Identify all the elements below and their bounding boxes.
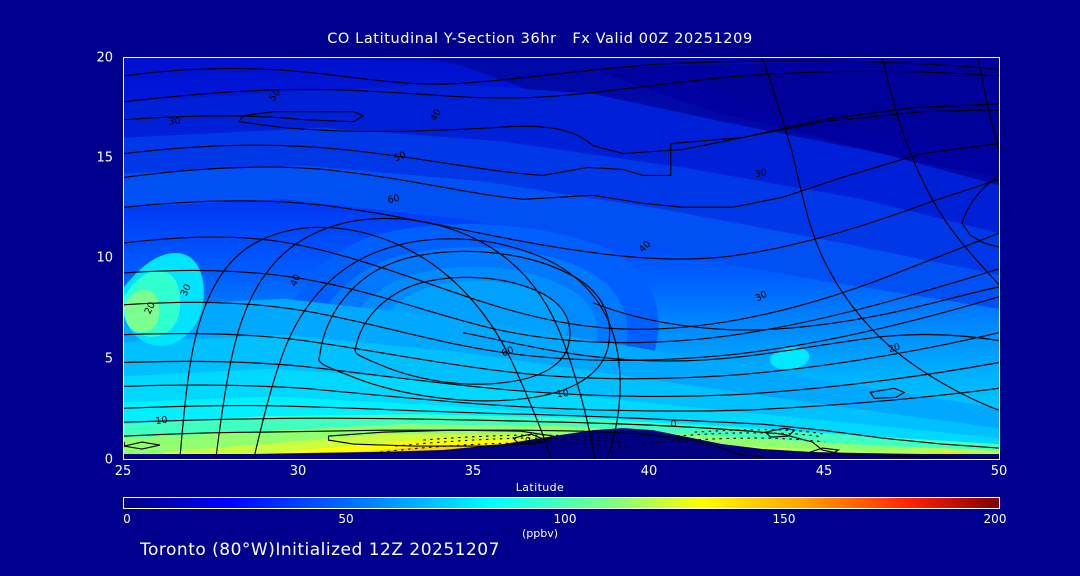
colorbar-units: (ppbv) [521, 527, 559, 540]
contour-label-0b: 0 [670, 419, 677, 430]
contour-label-10b: 10 [556, 388, 569, 400]
cb-tick-100: 100 [553, 512, 577, 526]
cb-tick-0: 0 [123, 512, 131, 526]
contour-label-20b: 20 [887, 342, 902, 356]
contour-label-0c: 0 [124, 440, 126, 451]
page-title: CO Latitudinal Y-Section 36hr Fx Valid 0… [327, 31, 753, 47]
contour-label-40c: 40 [288, 273, 303, 288]
y-tick-15: 15 [96, 150, 113, 166]
x-tick-25: 25 [114, 464, 132, 479]
contour-labels: 30 40 50 50 60 60 40 30 30 20 30 40 10 1… [124, 87, 902, 451]
terrain-mask [124, 428, 999, 459]
x-tick-35: 35 [464, 464, 482, 479]
contour-lines [124, 58, 999, 459]
contour-label-30b: 30 [754, 167, 768, 180]
y-tick-5: 5 [104, 351, 113, 367]
contour-label-30d: 30 [179, 283, 194, 299]
contour-label-50a: 50 [392, 150, 407, 165]
contour-label-0a: 0 [525, 436, 532, 447]
colorbar [123, 497, 1000, 509]
cross-section-plot: 30 40 50 50 60 60 40 30 30 20 30 40 10 1… [124, 58, 999, 459]
colorbar-title: Latitude [515, 481, 565, 494]
filled-contours [124, 58, 999, 459]
x-tick-40: 40 [640, 464, 658, 479]
footer-caption: Toronto (80°W)Initialized 12Z 20251207 [140, 540, 500, 560]
y-tick-0: 0 [104, 452, 113, 468]
cb-tick-50: 50 [338, 512, 354, 526]
contour-label-60a: 60 [386, 193, 400, 207]
contour-label-20a: 20 [143, 300, 158, 316]
x-tick-45: 45 [815, 464, 833, 479]
x-tick-30: 30 [289, 464, 307, 479]
x-tick-50: 50 [990, 464, 1008, 479]
plot-area: 30 40 50 50 60 60 40 30 30 20 30 40 10 1… [123, 57, 1000, 460]
cb-tick-150: 150 [772, 512, 796, 526]
contour-label-50b: 60 [500, 345, 515, 360]
cb-tick-200: 200 [983, 512, 1007, 526]
contour-label-40a: 40 [428, 107, 444, 123]
y-tick-20: 20 [96, 50, 113, 66]
contour-label-10a: 10 [155, 415, 168, 428]
contour-label-30a: 30 [168, 116, 181, 128]
y-tick-10: 10 [96, 250, 113, 266]
y-axis-title: Altitude (km) [0, 136, 1, 228]
contour-label-30c: 30 [754, 289, 770, 305]
dotted-contours [373, 429, 825, 454]
